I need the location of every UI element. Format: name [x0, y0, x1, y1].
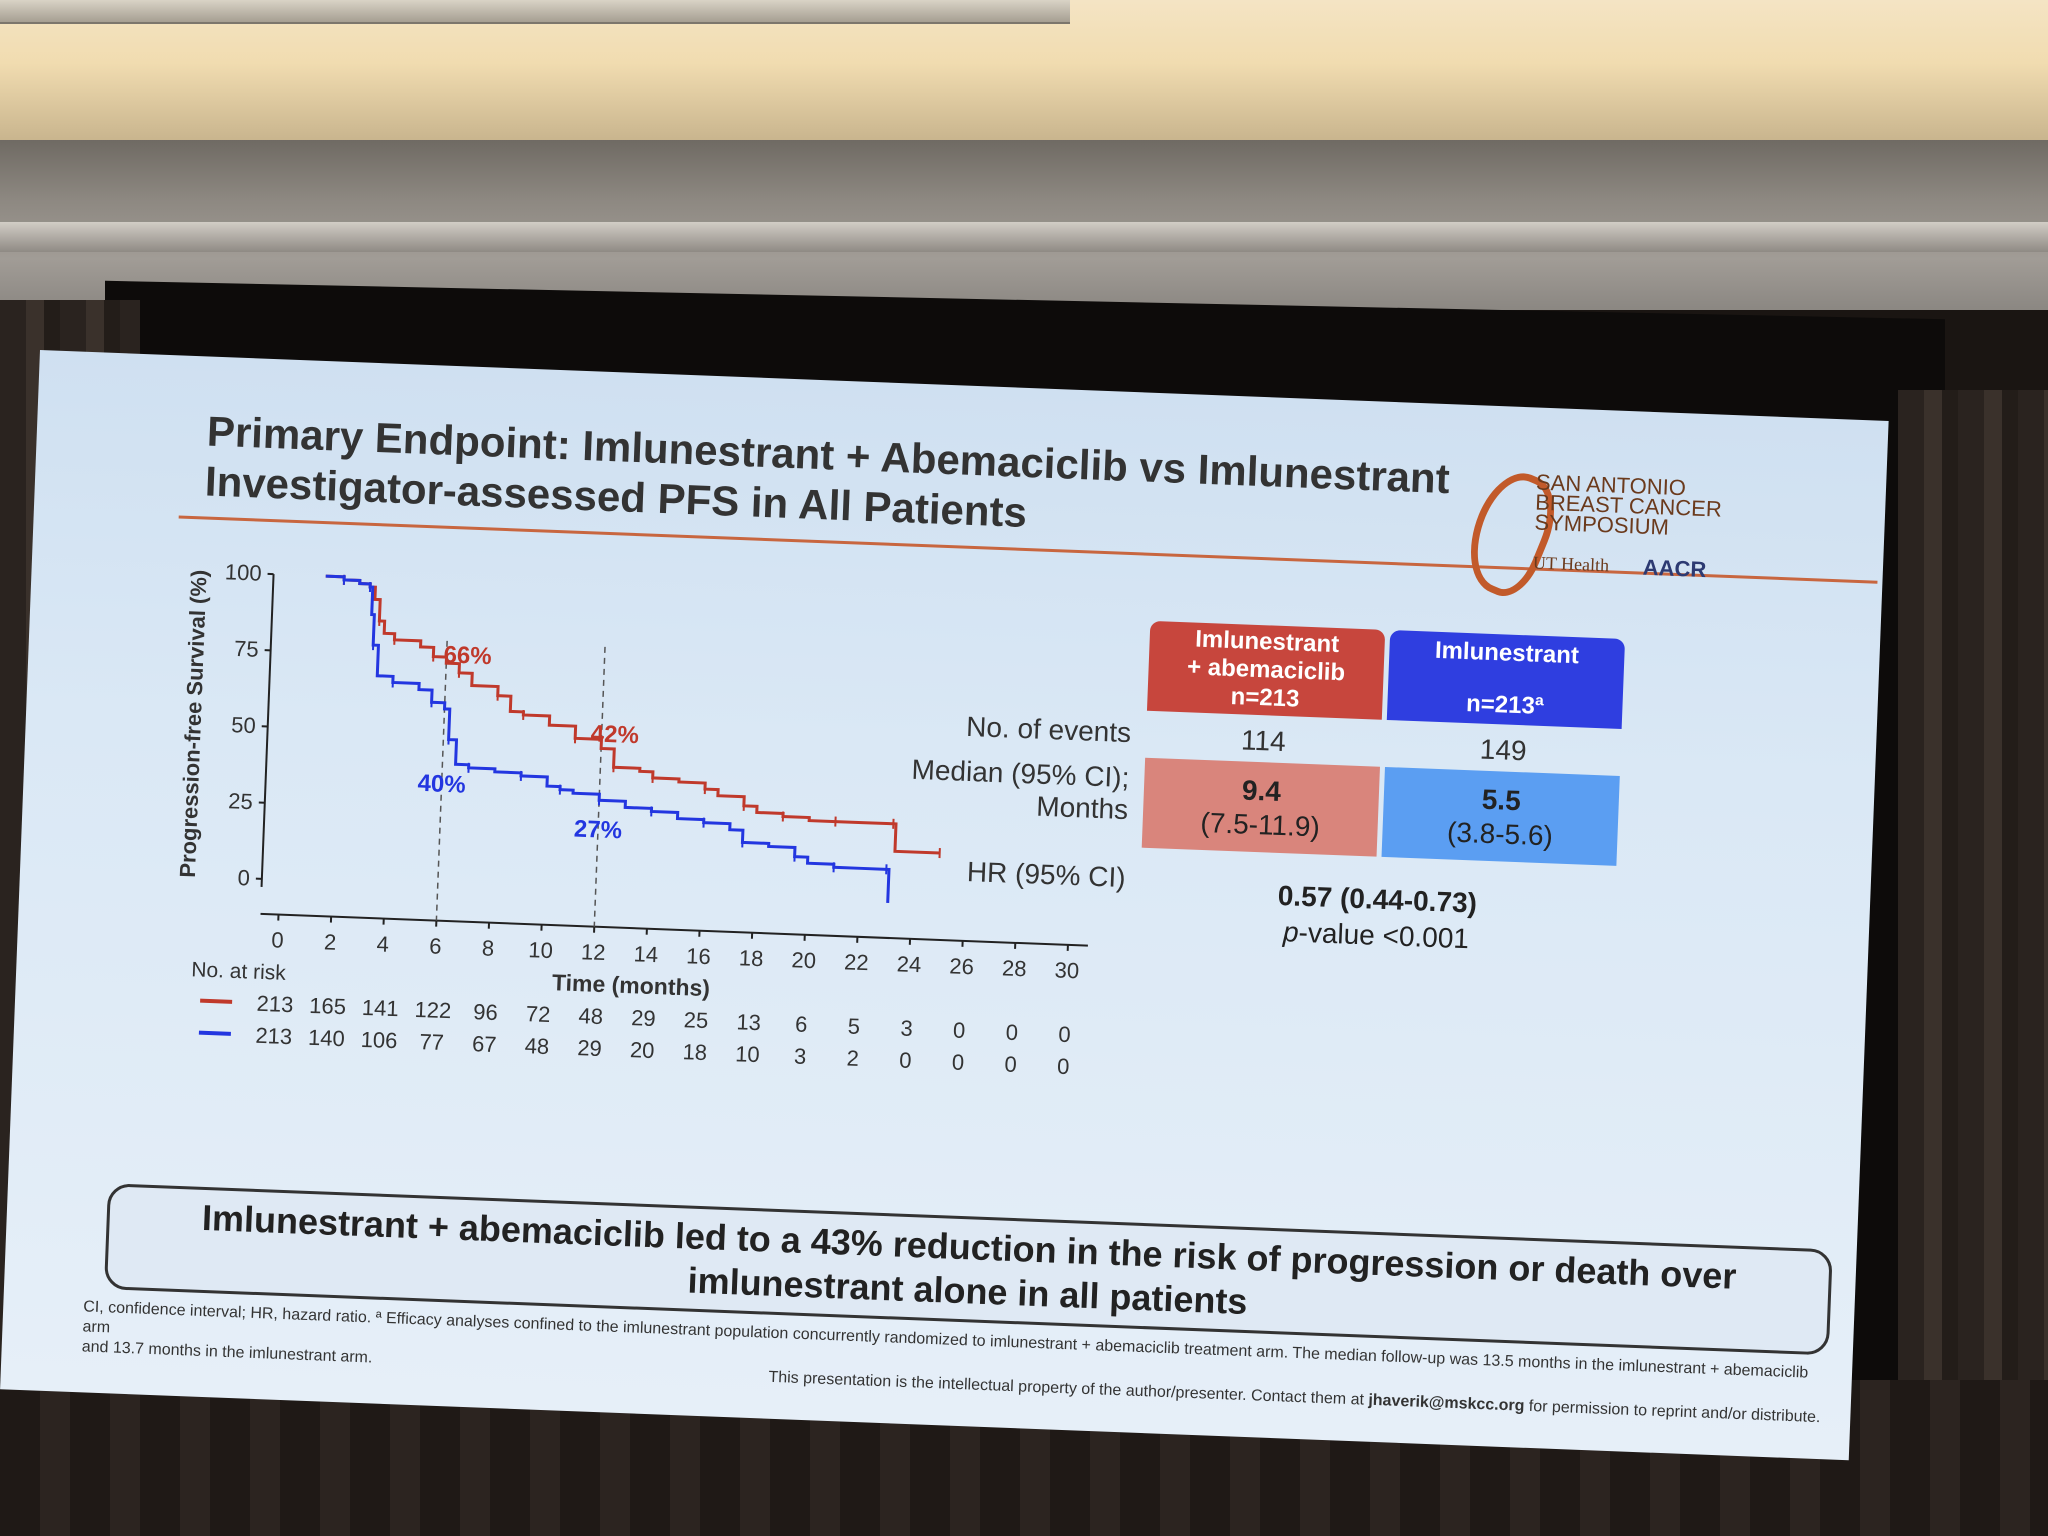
y-axis: [260, 574, 275, 887]
y-tick-label: 25: [228, 788, 253, 814]
blue-risk-count: 20: [630, 1037, 655, 1063]
y-tick-label: 0: [237, 865, 250, 890]
red-risk-count: 165: [309, 993, 347, 1019]
aacr-logo: AACR: [1642, 554, 1707, 583]
col-header-combo: Imlunestrant + abemaciclib n=213: [1146, 620, 1386, 720]
blue-risk-count: 0: [899, 1048, 912, 1073]
p-label: p: [1282, 916, 1300, 948]
x-tick-label: 24: [896, 951, 921, 977]
red-risk-count: 213: [256, 991, 294, 1017]
red-risk-count: 48: [578, 1003, 603, 1029]
col-blue-n: n=213ª: [1465, 690, 1545, 720]
x-tick-label: 6: [429, 933, 442, 958]
median-guide-line: [593, 646, 606, 927]
sabcs-logo: SAN ANTONIO BREAST CANCER SYMPOSIUM UT H…: [1453, 462, 1736, 610]
blue-risk-count: 67: [472, 1031, 497, 1057]
x-axis-label: Time (months): [552, 969, 711, 1001]
blue-risk-count: 106: [360, 1027, 398, 1053]
wall-beam: [0, 222, 2048, 252]
y-tick-label: 75: [234, 636, 259, 662]
ut-health-logo: UT Health: [1532, 552, 1610, 576]
red-risk-count: 6: [795, 1011, 808, 1036]
x-axis: [260, 912, 1088, 947]
red-risk-count: 72: [525, 1001, 550, 1027]
red-risk-count: 29: [631, 1005, 656, 1031]
col-blue-line1: Imlunestrant: [1434, 636, 1580, 670]
annotation-27pct: 27%: [573, 816, 622, 845]
chart-lines: [325, 574, 941, 927]
slide-title: Primary Endpoint: Imlunestrant + Abemaci…: [204, 406, 1587, 559]
red-risk-count: 13: [736, 1009, 761, 1035]
median-red-cell: 9.4 (7.5-11.9): [1141, 757, 1380, 857]
annotation-42pct: 42%: [590, 720, 639, 749]
red-risk-count: 3: [900, 1016, 913, 1041]
median-blue-cell: 5.5 (3.8-5.6): [1381, 766, 1620, 866]
blue-risk-count: 3: [794, 1043, 807, 1068]
red-risk-count: 0: [953, 1018, 966, 1043]
x-tick-label: 30: [1054, 957, 1079, 983]
curtain-right: [1898, 390, 2048, 1536]
blue-risk-count: 0: [951, 1050, 964, 1075]
red-risk-count: 141: [361, 995, 399, 1021]
blue-risk-count: 18: [682, 1039, 707, 1065]
red-risk-count: 0: [1005, 1020, 1018, 1045]
events-red: 114: [1240, 724, 1287, 758]
red-arm-curve: [325, 574, 940, 855]
blue-risk-count: 77: [419, 1029, 444, 1055]
x-tick-label: 8: [481, 935, 494, 960]
col-header-mono: Imlunestrant n=213ª: [1386, 630, 1626, 729]
y-tick-label: 50: [231, 712, 256, 738]
x-tick-label: 16: [686, 943, 711, 969]
blue-risk-count: 29: [577, 1035, 602, 1061]
red-risk-count: 96: [473, 999, 498, 1025]
blue-risk-count: 0: [1004, 1052, 1017, 1077]
blue-risk-count: 48: [524, 1033, 549, 1059]
blue-risk-count: 0: [1057, 1054, 1070, 1079]
x-tick-label: 28: [1002, 955, 1027, 981]
x-tick-label: 2: [324, 929, 337, 954]
x-tick-label: 0: [271, 927, 284, 952]
x-tick-label: 26: [949, 953, 974, 979]
x-tick-label: 12: [581, 939, 606, 965]
x-tick-label: 18: [738, 945, 763, 971]
logo-name: SAN ANTONIO BREAST CANCER SYMPOSIUM: [1534, 470, 1736, 541]
annotation-66pct: 66%: [443, 641, 492, 670]
y-tick-label: 100: [224, 559, 262, 585]
annotation-40pct: 40%: [417, 770, 466, 799]
y-axis-label: Progression-free Survival (%): [175, 569, 212, 878]
median-blue-values: 5.5 (3.8-5.6): [1382, 779, 1619, 856]
light-fixture: [0, 0, 1070, 24]
events-blue: 149: [1479, 733, 1528, 767]
blue-risk-count: 10: [735, 1041, 760, 1067]
red-risk-count: 0: [1058, 1022, 1071, 1047]
x-tick-label: 4: [376, 931, 389, 956]
x-tick-label: 20: [791, 947, 816, 973]
x-tick-label: 14: [633, 941, 658, 967]
blue-risk-count: 140: [308, 1025, 346, 1051]
p-value-text: -value <0.001: [1298, 916, 1470, 955]
red-risk-count: 5: [847, 1014, 860, 1039]
x-tick-label: 22: [844, 949, 869, 975]
presentation-slide: Primary Endpoint: Imlunestrant + Abemaci…: [0, 350, 1889, 1461]
blue-arm-curve: [325, 574, 891, 904]
x-tick-label: 10: [528, 937, 553, 963]
red-risk-count: 122: [414, 997, 452, 1023]
risk-table-label: No. at risk: [191, 958, 287, 985]
median-red-values: 9.4 (7.5-11.9): [1142, 770, 1379, 847]
median-guide-line: [435, 640, 448, 921]
blue-risk-legend-line: [198, 1030, 231, 1036]
red-risk-count: 25: [683, 1007, 708, 1033]
blue-risk-count: 2: [846, 1045, 859, 1070]
blue-risk-count: 213: [255, 1023, 293, 1049]
red-risk-legend-line: [200, 998, 233, 1004]
